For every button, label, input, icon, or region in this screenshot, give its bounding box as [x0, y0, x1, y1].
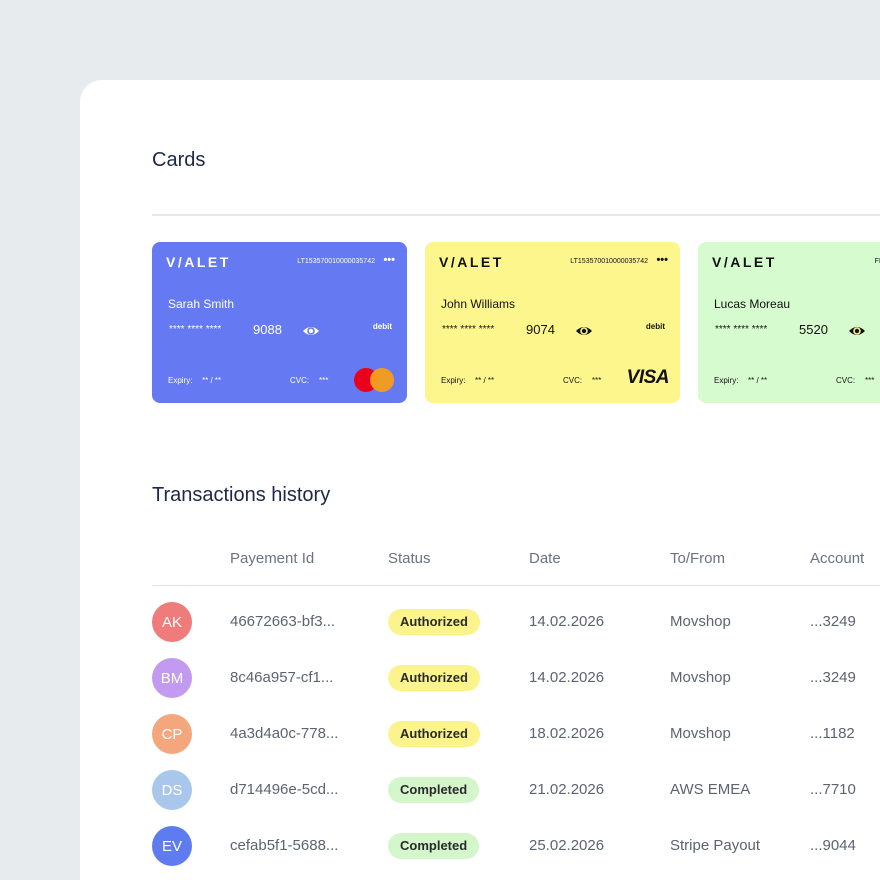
- cvc: ***: [592, 376, 602, 385]
- column-header[interactable]: Account: [810, 550, 865, 567]
- cvc-label: CVC:: [836, 376, 856, 385]
- column-header[interactable]: To/From: [670, 550, 726, 567]
- divider: [152, 214, 880, 216]
- card-iban: LT153570010000035742: [297, 258, 375, 265]
- column-header[interactable]: Date: [529, 550, 561, 567]
- avatar: CP: [152, 714, 192, 754]
- cell-date: 21.02.2026: [529, 781, 605, 798]
- cell-account: ...3249: [810, 613, 856, 630]
- cell-id: 8c46a957-cf1...: [230, 669, 334, 686]
- cell-date: 18.02.2026: [529, 725, 605, 742]
- network-logo: [353, 367, 395, 398]
- card-masked: **** **** ****: [442, 324, 495, 335]
- expiry: ** / **: [475, 376, 495, 385]
- card-type: debit: [372, 322, 392, 331]
- expiry: ** / **: [202, 376, 222, 385]
- card-last4: 9088: [253, 322, 282, 337]
- avatar: DS: [152, 770, 192, 810]
- cell-party: Movshop: [670, 725, 731, 742]
- cell-date: 14.02.2026: [529, 613, 605, 630]
- card-menu[interactable]: •••: [656, 254, 668, 266]
- cell-party: Movshop: [670, 669, 731, 686]
- transactions-title: Transactions history: [152, 484, 331, 506]
- expiry-label: Expiry:: [714, 376, 739, 385]
- cell-account: ...7710: [810, 781, 856, 798]
- avatar: EV: [152, 826, 192, 866]
- card-masked: **** **** ****: [715, 324, 768, 335]
- eye-icon[interactable]: [575, 324, 593, 342]
- card-type: debit: [645, 322, 665, 331]
- cards-title: Cards: [152, 149, 206, 171]
- status-badge: Completed: [388, 833, 480, 859]
- status-badge: Authorized: [388, 609, 480, 635]
- eye-icon[interactable]: [302, 324, 320, 342]
- cell-party: AWS EMEA: [670, 781, 751, 798]
- cell-id: cefab5f1-5688...: [230, 837, 339, 854]
- status-badge: Completed: [388, 777, 480, 803]
- card-brand: V/ALET: [439, 254, 504, 270]
- cell-party: Movshop: [670, 613, 731, 630]
- column-header[interactable]: Payement Id: [230, 550, 315, 567]
- cell-account: ...3249: [810, 669, 856, 686]
- card-brand: V/ALET: [166, 254, 231, 270]
- cell-party: Stripe Payout: [670, 837, 761, 854]
- card-masked: **** **** ****: [169, 324, 222, 335]
- cell-id: 46672663-bf3...: [230, 613, 336, 630]
- card-iban: FR76 3000600: [874, 258, 880, 265]
- expiry-label: Expiry:: [168, 376, 193, 385]
- avatar: AK: [152, 602, 192, 642]
- network-logo: VISA: [626, 367, 670, 388]
- card[interactable]: V/ALET LT153570010000035742 ••• Sarah Smith…: [152, 242, 407, 403]
- divider: [152, 585, 880, 586]
- card-last4: 5520: [799, 322, 828, 337]
- card[interactable]: V/ALETFR76 3000600•••Lucas Moreau**** **…: [698, 242, 880, 403]
- expiry-label: Expiry:: [441, 376, 466, 385]
- column-header[interactable]: Status: [388, 550, 431, 567]
- status-badge: Authorized: [388, 665, 480, 691]
- eye-icon[interactable]: [848, 324, 866, 342]
- card-last4: 9074: [526, 322, 555, 337]
- card[interactable]: V/ALET LT153570010000035742 ••• John Willia…: [425, 242, 680, 403]
- cell-account: ...1182: [810, 725, 855, 742]
- cell-date: 25.02.2026: [529, 837, 605, 854]
- card-brand: V/ALET: [712, 254, 777, 270]
- card-menu[interactable]: •••: [383, 254, 395, 266]
- cvc-label: CVC:: [290, 376, 310, 385]
- panel: Cards Transactions history V/ALET LT15357…: [80, 80, 880, 880]
- cell-id: 4a3d4a0c-778...: [230, 725, 339, 742]
- card-holder: Sarah Smith: [168, 297, 235, 311]
- expiry: ** / **: [748, 376, 768, 385]
- status-badge: Authorized: [388, 721, 480, 747]
- cvc-label: CVC:: [563, 376, 583, 385]
- cvc: ***: [865, 376, 875, 385]
- cell-date: 14.02.2026: [529, 669, 605, 686]
- avatar: BM: [152, 658, 192, 698]
- cell-id: d714496e-5cd...: [230, 781, 339, 798]
- card-holder: John Williams: [441, 297, 516, 311]
- card-iban: LT153570010000035742: [570, 258, 648, 265]
- cell-account: ...9044: [810, 837, 856, 854]
- card-holder: Lucas Moreau: [714, 297, 791, 311]
- cvc: ***: [319, 376, 329, 385]
